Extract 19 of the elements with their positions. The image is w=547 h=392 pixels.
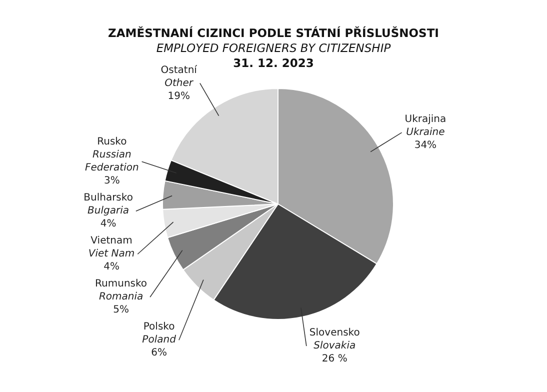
chart-subtitle: EMPLOYED FOREIGNERS BY CITIZENSHIP <box>155 41 392 56</box>
data-label: 34% <box>414 140 437 152</box>
slice-label: Ostatní Other <box>160 64 198 89</box>
text: 31. 12. 2023 <box>233 56 314 70</box>
slice-label: Ukrajina Ukraine <box>404 114 446 138</box>
slice-label: Bulharsko Bulgaria <box>84 192 133 217</box>
data-label: 26 % <box>322 354 348 365</box>
slice-label: Vietnam Viet Nam <box>88 236 135 260</box>
chart-title: ZAMĚSTNANÍ CIZINCI PODLE STÁTNÍ PŘÍSLUŠNOSTI <box>107 26 440 41</box>
slice-label: Polsko Poland <box>142 322 177 346</box>
data-label: 5% <box>113 304 129 316</box>
data-label: 19% <box>168 90 190 102</box>
data-label: 4% <box>104 262 120 273</box>
data-label: 4% <box>100 218 116 230</box>
slice-label: Rusko Russian Federation <box>85 136 139 174</box>
data-label: 6% <box>151 348 167 359</box>
slice-label: Rumunsko Romania <box>95 278 148 303</box>
slice-label: Slovensko Slovakia <box>309 328 360 352</box>
data-label: 3% <box>104 176 120 187</box>
